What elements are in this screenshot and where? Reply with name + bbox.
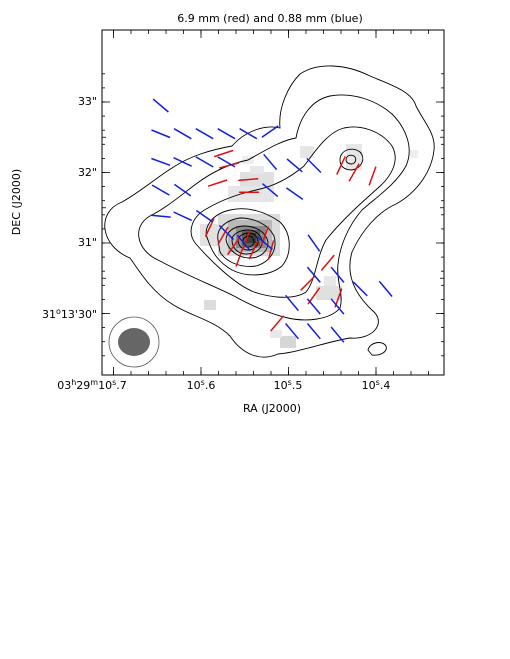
blue-polarization-vector	[306, 157, 322, 174]
blue-polarization-vector	[195, 128, 214, 140]
intensity-pixel	[270, 330, 282, 338]
red-polarization-vector	[242, 229, 251, 250]
contour-outer	[104, 65, 435, 358]
intensity-pixel	[324, 276, 336, 286]
blue-polarization-vector	[285, 187, 304, 201]
intensity-pixel	[200, 224, 220, 246]
blue-polarization-vector	[236, 234, 251, 252]
red-vectors-6.9mm	[204, 149, 377, 332]
blue-polarization-vector	[151, 184, 170, 196]
blue-polarization-vector	[330, 298, 345, 315]
plot-frame	[101, 29, 445, 376]
blue-polarization-vector	[151, 129, 171, 139]
y-tick-label: 31"	[78, 236, 97, 249]
blue-polarization-vector	[330, 326, 345, 343]
contour-south-island	[367, 342, 387, 356]
polarization-map: 6.9 mm (red) and 0.88 mm (blue)	[10, 12, 445, 415]
axis-ticks	[102, 30, 444, 375]
blue-polarization-vector	[330, 266, 345, 283]
contour-level-3	[190, 126, 396, 298]
y-tick-label: 33"	[78, 95, 97, 108]
blue-polarization-vector	[285, 323, 299, 340]
intensity-pixel	[250, 166, 264, 174]
blue-polarization-vector	[173, 183, 192, 197]
blue-polarization-vector	[173, 128, 192, 140]
blue-polarization-vector	[195, 209, 214, 223]
blue-polarization-vector	[239, 128, 258, 140]
blue-polarization-vector	[195, 156, 214, 168]
x-tick-label: 10s.6	[187, 378, 216, 392]
red-polarization-vector	[260, 226, 270, 246]
blue-polarization-vector	[262, 183, 279, 198]
red-polarization-vector	[368, 166, 377, 186]
blue-polarization-vector	[306, 266, 321, 283]
blue-polarization-vector	[217, 128, 236, 140]
blue-polarization-vector	[286, 158, 303, 173]
intensity-pixel	[280, 336, 296, 348]
y-tick-label: 32"	[78, 166, 97, 179]
red-polarization-vector	[320, 254, 335, 271]
beam-ellipse	[118, 328, 150, 356]
x-axis-label: RA (J2000)	[243, 402, 301, 415]
intensity-pixel	[246, 233, 256, 243]
red-polarization-vector	[248, 240, 259, 260]
intensity-pixel	[316, 286, 342, 300]
blue-polarization-vector	[306, 323, 321, 340]
x-tick-label: 10s.4	[362, 378, 391, 392]
intensity-contours	[104, 65, 435, 358]
red-polarization-vector	[207, 179, 228, 187]
red-polarization-vector	[219, 162, 239, 169]
grayscale-intensity-image	[200, 144, 418, 348]
blue-polarization-vector	[151, 157, 171, 167]
chart-title: 6.9 mm (red) and 0.88 mm (blue)	[177, 12, 363, 25]
blue-polarization-vector	[173, 211, 193, 222]
polarization-map-figure: 6.9 mm (red) and 0.88 mm (blue)	[10, 12, 445, 415]
contour-level-2	[138, 94, 410, 321]
intensity-pixel	[228, 186, 274, 202]
y-tick-labels: 31o13'30" 31" 32" 33"	[42, 95, 97, 321]
intensity-pixel	[300, 146, 314, 158]
blue-polarization-vector	[152, 98, 169, 113]
blue-polarization-vector	[306, 298, 321, 315]
red-polarization-vector	[267, 240, 275, 260]
blue-polarization-vector	[218, 224, 234, 241]
x-tick-label: 03h29m10s.7	[57, 378, 127, 392]
intensity-pixel	[240, 172, 274, 188]
red-polarization-vector	[213, 149, 234, 158]
x-tick-label: 10s.5	[274, 378, 303, 392]
red-polarization-vector	[270, 315, 285, 332]
blue-polarization-vector	[263, 153, 278, 171]
blue-polarization-vector	[307, 234, 321, 252]
red-polarization-vector	[336, 156, 346, 175]
y-axis-label: DEC (J2000)	[10, 169, 23, 235]
blue-polarization-vector	[378, 280, 393, 297]
blue-polarization-vector	[352, 281, 368, 297]
blue-polarization-vector	[256, 236, 273, 250]
blue-polarization-vector	[150, 214, 171, 218]
red-polarization-vector	[300, 275, 316, 291]
intensity-pixel	[204, 300, 216, 310]
contour-level-5	[217, 217, 276, 267]
beam-outer-circle	[108, 316, 160, 368]
red-polarization-vector	[238, 177, 259, 182]
contour-level-4	[205, 208, 290, 276]
contour-sub-peak-inner	[345, 154, 357, 165]
blue-polarization-vector	[217, 156, 236, 168]
blue-polarization-vector	[261, 125, 279, 138]
contour-sub-peak	[339, 148, 364, 171]
blue-polarization-vector	[173, 157, 193, 167]
intensity-pixel	[410, 150, 418, 158]
red-polarization-vector	[226, 237, 240, 256]
blue-vectors-0.88mm	[150, 98, 393, 343]
red-polarization-vector	[348, 163, 360, 182]
red-polarization-vector	[217, 226, 229, 245]
blue-polarization-vector	[285, 294, 299, 312]
beam-indicator	[108, 316, 160, 368]
x-tick-labels: 03h29m10s.7 10s.6 10s.5 10s.4	[57, 378, 390, 392]
red-polarization-vector	[235, 247, 244, 267]
y-tick-label: 31o13'30"	[42, 307, 97, 321]
